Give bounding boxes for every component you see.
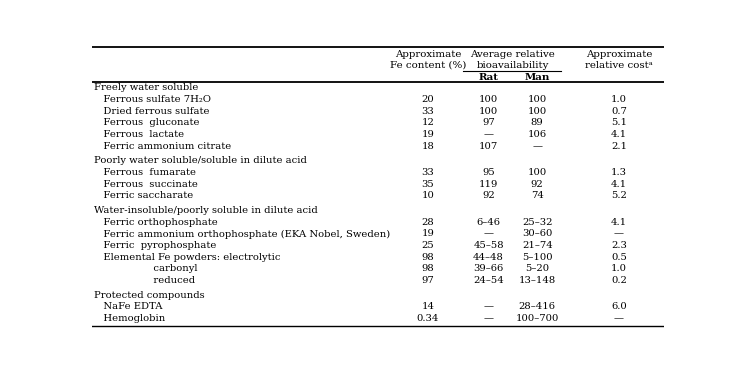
Text: 6–46: 6–46 (477, 218, 500, 227)
Text: 4.1: 4.1 (611, 218, 627, 227)
Text: Ferrous  succinate: Ferrous succinate (94, 180, 198, 189)
Text: 0.7: 0.7 (611, 107, 627, 116)
Text: 100: 100 (528, 95, 547, 104)
Text: Protected compounds: Protected compounds (94, 291, 204, 299)
Text: 13–148: 13–148 (519, 276, 556, 285)
Text: 20: 20 (421, 95, 435, 104)
Text: —: — (614, 314, 624, 323)
Text: 30–60: 30–60 (522, 230, 553, 238)
Text: Man: Man (525, 73, 550, 82)
Text: 12: 12 (421, 118, 435, 128)
Text: NaFe EDTA: NaFe EDTA (94, 303, 162, 311)
Text: 6.0: 6.0 (611, 303, 627, 311)
Text: 100: 100 (479, 107, 498, 116)
Text: 24–54: 24–54 (473, 276, 504, 285)
Text: Rat: Rat (479, 73, 499, 82)
Text: 25: 25 (421, 241, 435, 250)
Text: 100: 100 (528, 107, 547, 116)
Text: Dried ferrous sulfate: Dried ferrous sulfate (94, 107, 210, 116)
Text: 1.0: 1.0 (611, 264, 627, 274)
Text: 21–74: 21–74 (522, 241, 553, 250)
Text: —: — (614, 230, 624, 238)
Text: 0.2: 0.2 (611, 276, 627, 285)
Text: 45–58: 45–58 (473, 241, 504, 250)
Text: 4.1: 4.1 (611, 180, 627, 189)
Text: Ferrous  lactate: Ferrous lactate (94, 130, 184, 139)
Text: Approximate
Fe content (%): Approximate Fe content (%) (390, 50, 466, 70)
Text: 44–48: 44–48 (473, 253, 504, 262)
Text: 5.2: 5.2 (611, 191, 627, 201)
Text: Ferric ammonium citrate: Ferric ammonium citrate (94, 142, 231, 151)
Text: 4.1: 4.1 (611, 130, 627, 139)
Text: Water-insoluble/poorly soluble in dilute acid: Water-insoluble/poorly soluble in dilute… (94, 206, 318, 215)
Text: 5–100: 5–100 (522, 253, 553, 262)
Text: 28–416: 28–416 (519, 303, 556, 311)
Text: 2.1: 2.1 (611, 142, 627, 151)
Text: 100: 100 (528, 168, 547, 177)
Text: 92: 92 (482, 191, 495, 201)
Text: 98: 98 (421, 264, 435, 274)
Text: 39–66: 39–66 (474, 264, 504, 274)
Text: —: — (483, 303, 494, 311)
Text: 100: 100 (479, 95, 498, 104)
Text: 98: 98 (421, 253, 435, 262)
Text: 95: 95 (482, 168, 495, 177)
Text: Freely water soluble: Freely water soluble (94, 83, 199, 92)
Text: 5.1: 5.1 (611, 118, 627, 128)
Text: Ferric orthophosphate: Ferric orthophosphate (94, 218, 218, 227)
Text: 25–32: 25–32 (522, 218, 553, 227)
Text: —: — (532, 142, 542, 151)
Text: 0.34: 0.34 (417, 314, 439, 323)
Text: 106: 106 (528, 130, 547, 139)
Text: 33: 33 (421, 168, 435, 177)
Text: 28: 28 (421, 218, 435, 227)
Text: 97: 97 (421, 276, 435, 285)
Text: Ferric saccharate: Ferric saccharate (94, 191, 193, 201)
Text: Ferric ammonium orthophosphate (EKA Nobel, Sweden): Ferric ammonium orthophosphate (EKA Nobe… (94, 230, 390, 238)
Text: 89: 89 (531, 118, 544, 128)
Text: —: — (483, 314, 494, 323)
Text: 1.3: 1.3 (611, 168, 627, 177)
Text: 14: 14 (421, 303, 435, 311)
Text: Average relative
bioavailability: Average relative bioavailability (471, 50, 555, 70)
Text: Ferric  pyrophosphate: Ferric pyrophosphate (94, 241, 216, 250)
Text: 100–700: 100–700 (516, 314, 559, 323)
Text: carbonyl: carbonyl (94, 264, 198, 274)
Text: 92: 92 (531, 180, 544, 189)
Text: —: — (483, 230, 494, 238)
Text: 119: 119 (479, 180, 498, 189)
Text: 1.0: 1.0 (611, 95, 627, 104)
Text: Hemoglobin: Hemoglobin (94, 314, 165, 323)
Text: 10: 10 (421, 191, 435, 201)
Text: 35: 35 (421, 180, 435, 189)
Text: 19: 19 (421, 230, 435, 238)
Text: 2.3: 2.3 (611, 241, 627, 250)
Text: Ferrous  fumarate: Ferrous fumarate (94, 168, 196, 177)
Text: —: — (483, 130, 494, 139)
Text: 74: 74 (531, 191, 544, 201)
Text: Approximate
relative costᵃ: Approximate relative costᵃ (585, 50, 653, 70)
Text: 0.5: 0.5 (611, 253, 627, 262)
Text: 5–20: 5–20 (525, 264, 549, 274)
Text: Ferrous sulfate 7H₂O: Ferrous sulfate 7H₂O (94, 95, 211, 104)
Text: 33: 33 (421, 107, 435, 116)
Text: 107: 107 (479, 142, 498, 151)
Text: 97: 97 (482, 118, 495, 128)
Text: Ferrous  gluconate: Ferrous gluconate (94, 118, 199, 128)
Text: Poorly water soluble/soluble in dilute acid: Poorly water soluble/soluble in dilute a… (94, 156, 307, 165)
Text: Elemental Fe powders: electrolytic: Elemental Fe powders: electrolytic (94, 253, 280, 262)
Text: 19: 19 (421, 130, 435, 139)
Text: 18: 18 (421, 142, 435, 151)
Text: reduced: reduced (94, 276, 195, 285)
